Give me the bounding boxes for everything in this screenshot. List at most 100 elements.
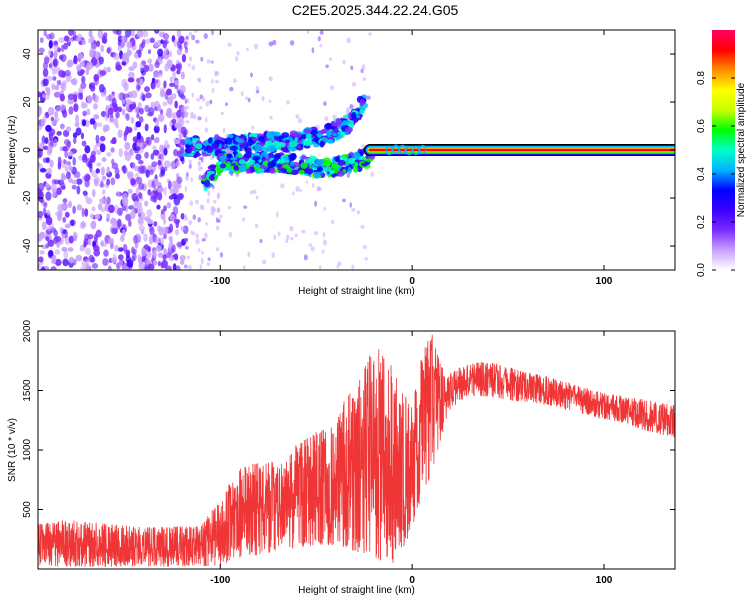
noise-blob — [94, 213, 101, 220]
noise-blob — [137, 212, 142, 218]
noise-blob — [106, 152, 112, 157]
noise-blob — [138, 206, 144, 214]
sparse-noise-blob — [318, 265, 322, 270]
sparse-noise-blob — [194, 30, 198, 34]
sparse-noise-blob — [254, 223, 259, 228]
sparse-noise-blob — [205, 222, 208, 226]
noise-blob — [123, 82, 129, 92]
lower-branch-blob — [219, 163, 227, 169]
noise-blob — [59, 226, 64, 234]
noise-blob — [90, 43, 97, 50]
noise-blob — [50, 266, 57, 270]
lower-branch-blob — [289, 153, 297, 161]
noise-blob — [39, 250, 45, 255]
sparse-noise-blob — [227, 42, 232, 47]
noise-blob — [74, 122, 80, 128]
noise-blob — [177, 194, 184, 201]
noise-blob — [39, 191, 45, 199]
noise-blob — [112, 30, 120, 35]
sparse-noise-blob — [210, 206, 215, 212]
noise-blob — [81, 75, 86, 84]
upper-branch-blob — [332, 132, 338, 137]
upper-branch-blob — [344, 126, 353, 133]
sparse-noise-blob — [247, 97, 251, 103]
snr-ytick-label: 2000 — [22, 319, 33, 342]
sparse-noise-blob — [351, 81, 357, 87]
noise-blob — [64, 165, 69, 173]
lower-branch-blob — [239, 164, 247, 172]
noise-blob — [42, 145, 49, 151]
upper-branch-blob — [351, 111, 357, 119]
noise-blob — [90, 84, 96, 92]
spectrogram-xlabel: Height of straight line (km) — [298, 286, 415, 297]
noise-blob — [111, 97, 117, 106]
noise-blob — [159, 87, 165, 95]
noise-blob — [121, 35, 126, 43]
noise-blob — [65, 171, 71, 180]
noise-blob — [179, 259, 185, 265]
noise-blob — [98, 83, 105, 93]
lower-branch-blob — [218, 168, 224, 173]
sparse-noise-blob — [216, 195, 220, 200]
noise-blob — [169, 213, 175, 222]
noise-blob — [174, 253, 179, 261]
sparse-noise-blob — [190, 177, 193, 183]
noise-blob — [154, 236, 161, 245]
noise-blob — [54, 111, 59, 119]
sparse-noise-blob — [295, 185, 300, 192]
noise-blob — [175, 161, 180, 168]
noise-blob — [76, 185, 81, 195]
noise-blob — [47, 239, 55, 247]
noise-blob — [95, 168, 100, 174]
noise-blob — [106, 213, 111, 220]
sparse-noise-blob — [297, 118, 302, 124]
sparse-noise-blob — [321, 249, 325, 254]
upper-branch-blob — [277, 142, 286, 148]
sparse-noise-blob — [351, 207, 356, 212]
sparse-noise-blob — [215, 217, 219, 224]
lower-branch-blob — [228, 169, 234, 175]
noise-blob — [138, 182, 145, 191]
noise-blob — [137, 49, 142, 58]
sparse-noise-blob — [184, 185, 188, 192]
lower-branch-blob — [274, 153, 281, 159]
spectrogram-ytick-label: -20 — [22, 190, 33, 205]
sparse-noise-blob — [200, 257, 204, 265]
noise-blob — [157, 260, 162, 267]
noise-blob — [157, 159, 162, 166]
noise-blob — [126, 259, 134, 268]
noise-blob — [137, 159, 144, 165]
lower-branch-blob — [341, 154, 350, 158]
noise-blob — [38, 162, 41, 168]
noise-blob — [149, 169, 154, 176]
noise-blob — [63, 42, 68, 50]
sparse-noise-blob — [311, 47, 315, 54]
noise-blob — [155, 118, 159, 128]
sparse-noise-blob — [183, 216, 189, 221]
noise-blob — [101, 189, 106, 195]
sparse-noise-blob — [342, 198, 346, 203]
upper-branch-blob — [304, 128, 312, 134]
sparse-noise-blob — [198, 156, 203, 161]
noise-blob — [163, 147, 168, 156]
carrier-ripple — [398, 144, 407, 154]
sparse-noise-blob — [269, 41, 274, 47]
sparse-noise-blob — [285, 238, 289, 244]
noise-blob — [163, 33, 170, 41]
noise-blob — [63, 159, 67, 165]
noise-blob — [107, 265, 112, 270]
upper-branch-blob — [206, 146, 214, 154]
sparse-noise-blob — [276, 211, 279, 218]
noise-blob — [45, 124, 52, 132]
noise-blob — [144, 123, 149, 132]
noise-blob — [81, 207, 85, 218]
noise-blob — [149, 37, 155, 44]
sparse-noise-blob — [323, 206, 326, 211]
sparse-noise-blob — [299, 188, 302, 193]
noise-blob — [90, 220, 97, 230]
sparse-noise-blob — [216, 208, 221, 213]
upper-branch-blob — [284, 139, 290, 144]
noise-blob — [159, 108, 164, 115]
noise-blob — [161, 259, 168, 269]
